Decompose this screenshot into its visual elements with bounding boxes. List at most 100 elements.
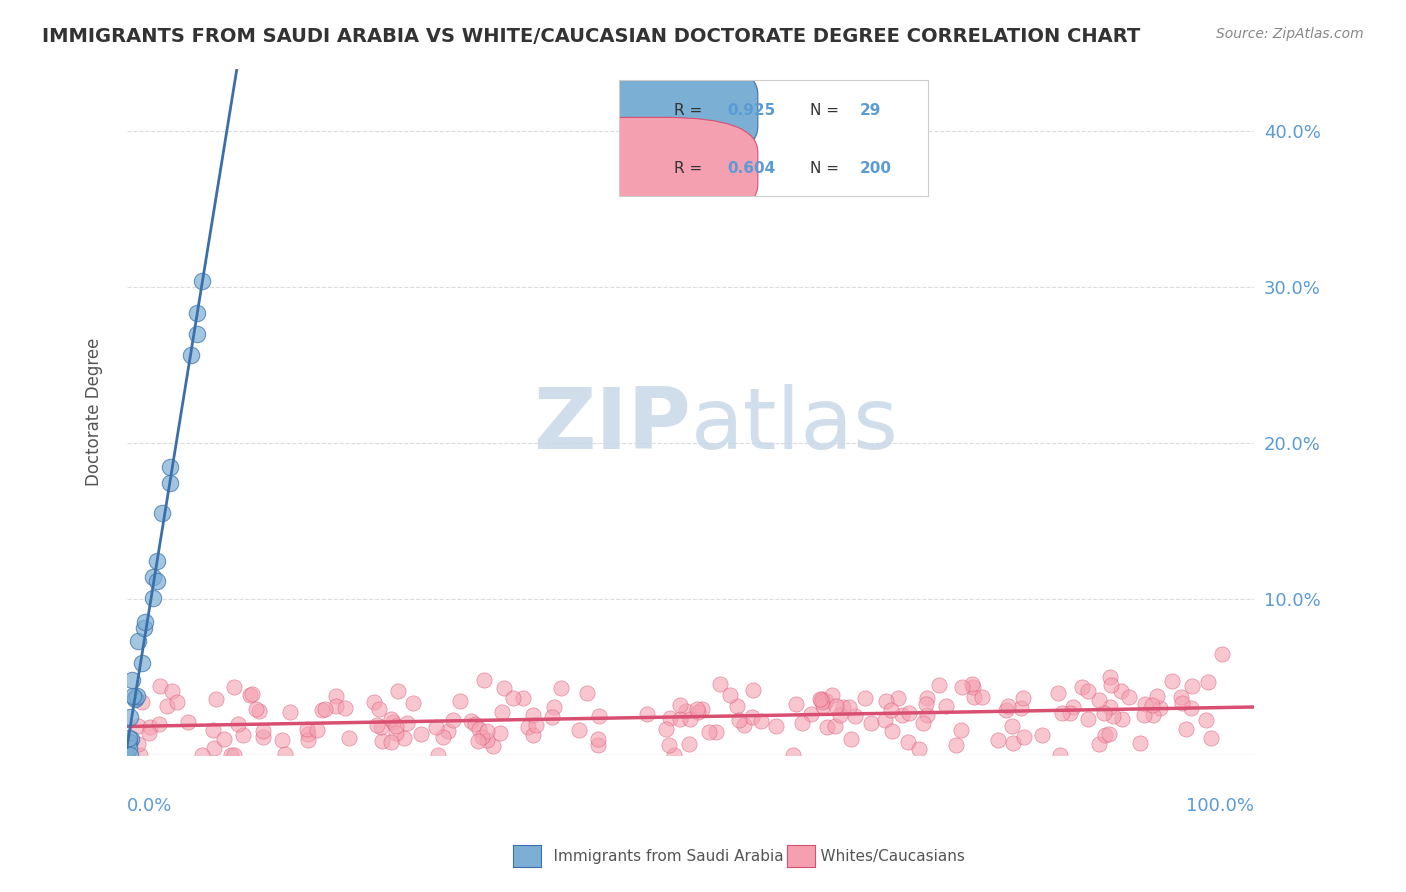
Point	[808, 691, 831, 706]
Point	[127, 738, 149, 752]
Point	[432, 730, 454, 744]
Point	[1010, 700, 1032, 714]
Point	[690, 702, 713, 716]
Point	[202, 741, 225, 756]
Point	[177, 715, 200, 730]
Point	[325, 690, 347, 704]
Point	[475, 733, 498, 747]
Point	[917, 708, 939, 723]
Point	[1180, 700, 1202, 714]
Point	[915, 691, 938, 706]
Point	[1088, 693, 1111, 707]
Point	[201, 723, 224, 737]
Text: ZIP: ZIP	[533, 384, 690, 467]
FancyBboxPatch shape	[536, 118, 758, 219]
Point	[830, 708, 852, 723]
Point	[749, 714, 772, 728]
Point	[1098, 699, 1121, 714]
Point	[297, 727, 319, 741]
Point	[875, 713, 897, 727]
Point	[127, 689, 149, 703]
Point	[524, 718, 547, 732]
Point	[678, 737, 700, 751]
Point	[814, 694, 837, 708]
Point	[482, 739, 505, 753]
Point	[180, 348, 202, 362]
Point	[875, 694, 897, 708]
Point	[425, 720, 447, 734]
Point	[1142, 707, 1164, 722]
Point	[138, 726, 160, 740]
Point	[380, 735, 402, 749]
Point	[928, 678, 950, 692]
Point	[658, 739, 681, 753]
Point	[1094, 729, 1116, 743]
Point	[897, 735, 920, 749]
Point	[468, 722, 491, 736]
Point	[368, 702, 391, 716]
Point	[224, 680, 246, 694]
Point	[271, 733, 294, 747]
Point	[686, 705, 709, 719]
Point	[686, 702, 709, 716]
Point	[1012, 730, 1035, 744]
Text: 200: 200	[860, 161, 891, 176]
Point	[963, 690, 986, 704]
Point	[155, 698, 177, 713]
Point	[950, 723, 973, 738]
Point	[297, 722, 319, 736]
Point	[117, 748, 139, 763]
Point	[337, 731, 360, 746]
Point	[333, 701, 356, 715]
Point	[733, 718, 755, 732]
Text: R =: R =	[675, 103, 707, 118]
Point	[437, 724, 460, 739]
Point	[669, 698, 692, 713]
Point	[1129, 736, 1152, 750]
Text: Immigrants from Saudi Arabia: Immigrants from Saudi Arabia	[534, 849, 785, 863]
Point	[659, 711, 682, 725]
Point	[1142, 698, 1164, 712]
Point	[226, 716, 249, 731]
Text: IMMIGRANTS FROM SAUDI ARABIA VS WHITE/CAUCASIAN DOCTORATE DEGREE CORRELATION CHA: IMMIGRANTS FROM SAUDI ARABIA VS WHITE/CA…	[42, 27, 1140, 45]
Point	[191, 274, 214, 288]
Text: 29: 29	[860, 103, 882, 118]
Point	[522, 708, 544, 723]
Point	[838, 700, 860, 714]
Point	[709, 677, 731, 691]
Point	[186, 326, 208, 341]
Text: 100.0%: 100.0%	[1187, 797, 1254, 814]
Point	[1111, 712, 1133, 726]
Point	[1011, 690, 1033, 705]
Point	[1099, 678, 1122, 692]
Point	[1160, 674, 1182, 689]
Point	[115, 748, 138, 763]
Point	[914, 697, 936, 711]
Point	[1109, 683, 1132, 698]
Point	[239, 688, 262, 702]
Point	[120, 731, 142, 746]
Point	[380, 712, 402, 726]
Point	[159, 459, 181, 474]
Point	[792, 716, 814, 731]
Point	[117, 740, 139, 755]
Point	[1098, 670, 1121, 684]
Point	[252, 724, 274, 739]
Point	[728, 713, 751, 727]
Point	[512, 691, 534, 706]
Point	[841, 731, 863, 746]
Point	[159, 475, 181, 490]
Point	[146, 574, 169, 589]
Point	[811, 692, 834, 706]
Point	[987, 733, 1010, 747]
Point	[725, 699, 748, 714]
Point	[522, 728, 544, 742]
Point	[844, 709, 866, 723]
Point	[460, 714, 482, 729]
Point	[699, 725, 721, 739]
Point	[325, 698, 347, 713]
Point	[117, 737, 139, 751]
Point	[810, 693, 832, 707]
Point	[880, 723, 903, 738]
Point	[467, 734, 489, 748]
